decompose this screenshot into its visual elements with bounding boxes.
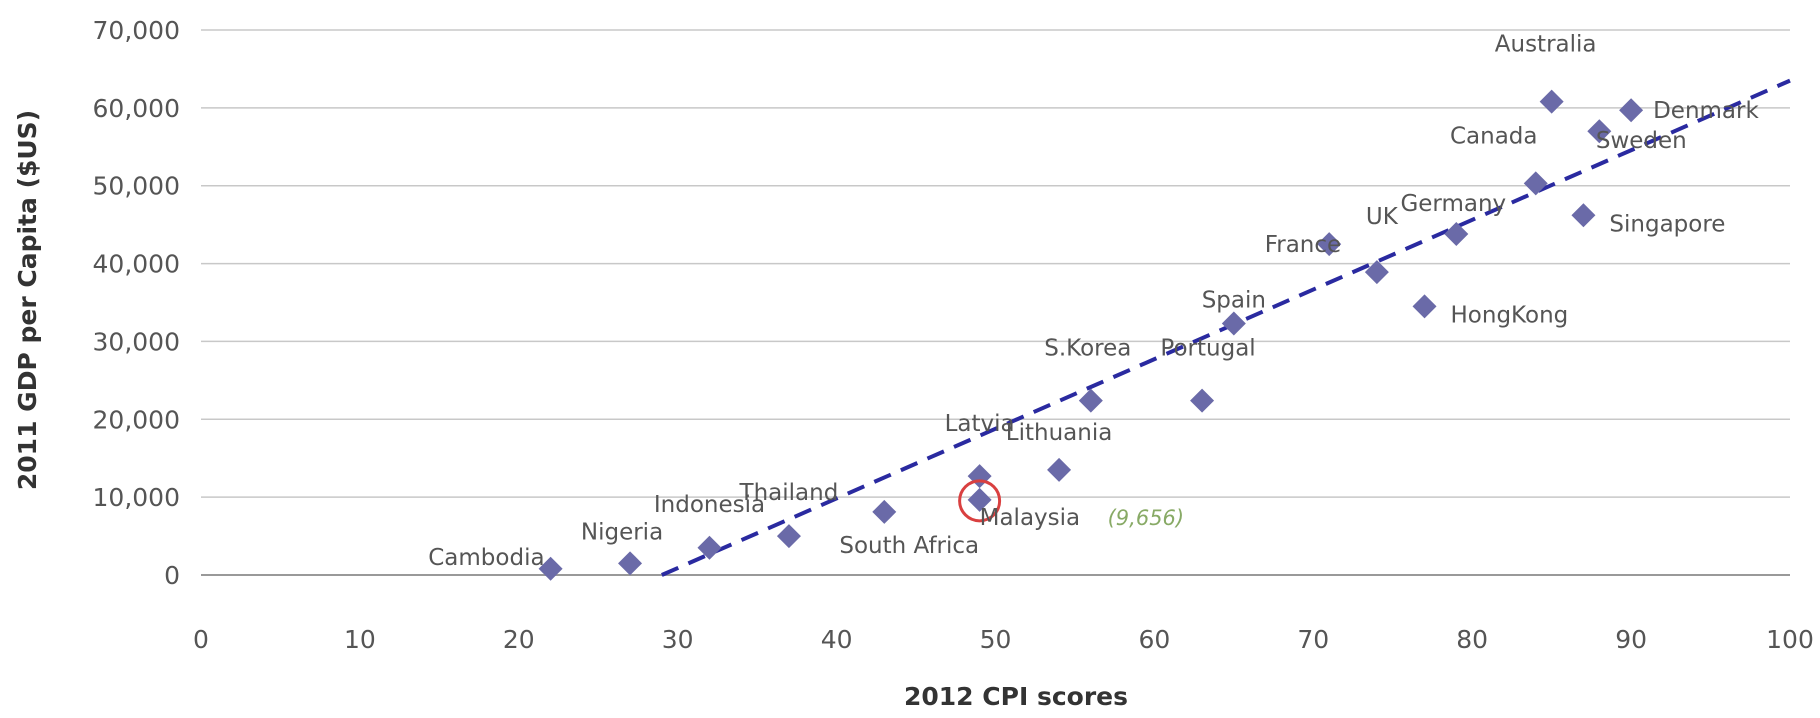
point-uk (1364, 260, 1389, 285)
label-latvia: Latvia (945, 411, 1015, 437)
point-latvia (967, 464, 992, 489)
label-nigeria: Nigeria (581, 519, 663, 545)
x-tick-label: 20 (503, 625, 535, 654)
point-indonesia (697, 535, 722, 560)
point-france (1317, 232, 1342, 257)
x-axis-title: 2012 CPI scores (904, 682, 1128, 711)
point-australia (1539, 89, 1564, 114)
x-tick-label: 80 (1456, 625, 1488, 654)
label-germany: Germany (1400, 191, 1506, 217)
x-tick-label: 100 (1766, 625, 1814, 654)
x-tick-label: 30 (662, 625, 694, 654)
label-sweden: Sweden (1596, 128, 1687, 154)
point-sweden (1587, 119, 1612, 144)
trendline (661, 78, 1791, 577)
label-portugal: Portugal (1160, 336, 1255, 362)
label-south-africa: South Africa (839, 533, 979, 559)
y-tick-labels: 0 10,000 20,000 30,000 40,000 50,000 60,000 70,… (93, 16, 180, 590)
x-tick-label: 70 (1297, 625, 1329, 654)
label-lithuania: Lithuania (1006, 420, 1113, 446)
y-tick-label: 60,000 (93, 94, 180, 123)
x-tick-label: 60 (1138, 625, 1170, 654)
point-denmark (1619, 98, 1644, 123)
y-tick-label: 40,000 (93, 250, 180, 279)
y-tick-label: 0 (164, 561, 180, 590)
point-germany (1444, 221, 1469, 246)
label-cambodia: Cambodia (428, 545, 544, 571)
label-singapore: Singapore (1609, 211, 1725, 237)
data-points (538, 89, 1644, 581)
label-uk: UK (1366, 204, 1399, 230)
x-tick-label: 90 (1615, 625, 1647, 654)
label-thailand: Thailand (739, 480, 839, 506)
label-hongkong: HongKong (1451, 302, 1569, 328)
y-tick-label: 70,000 (93, 16, 180, 45)
point-malaysia (967, 487, 992, 512)
label-france: France (1265, 232, 1341, 258)
point-singapore (1571, 203, 1596, 228)
point-lithuania (1047, 457, 1072, 482)
y-axis-title: 2011 GDP per Capita ($US) (13, 110, 42, 490)
y-tick-label: 30,000 (93, 327, 180, 356)
label-canada: Canada (1450, 123, 1538, 149)
point-hongkong (1412, 294, 1437, 319)
x-tick-labels: 0 10 20 30 40 50 60 70 80 90 100 (193, 625, 1814, 654)
point-canada (1523, 171, 1548, 196)
point-thailand (776, 524, 801, 549)
trendline-group (661, 78, 1791, 577)
malaysia-value-note: (9,656) (1108, 506, 1185, 530)
label-denmark: Denmark (1653, 98, 1759, 124)
x-tick-label: 10 (344, 625, 376, 654)
point-s-korea (1078, 388, 1103, 413)
highlight-circle (958, 479, 1002, 523)
y-tick-label: 50,000 (93, 172, 180, 201)
point-cambodia (538, 556, 563, 581)
gridlines (201, 29, 1790, 498)
point-nigeria (618, 551, 643, 576)
point-south-africa (872, 499, 897, 524)
label-indonesia: Indonesia (654, 492, 765, 518)
label-spain: Spain (1202, 288, 1266, 314)
y-tick-label: 20,000 (93, 405, 180, 434)
x-tick-label: 0 (193, 625, 209, 654)
point-portugal (1190, 388, 1215, 413)
x-tick-label: 40 (821, 625, 853, 654)
y-tick-label: 10,000 (93, 483, 180, 512)
label-malaysia: Malaysia (980, 505, 1081, 531)
label-s-korea: S.Korea (1044, 336, 1131, 362)
x-tick-label: 50 (980, 625, 1012, 654)
label-australia: Australia (1495, 32, 1597, 58)
point-spain (1221, 311, 1246, 336)
